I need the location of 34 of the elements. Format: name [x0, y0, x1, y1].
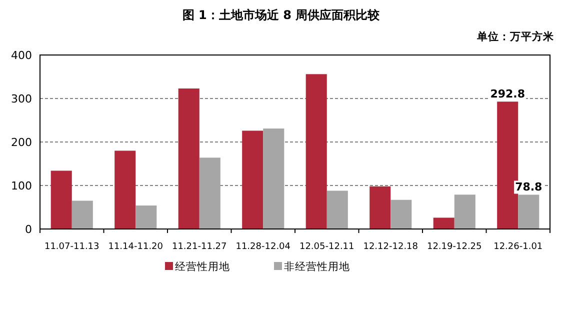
bar: [518, 194, 540, 229]
bar: [326, 190, 348, 229]
bar: [136, 206, 157, 229]
y-tick-label: 300: [11, 92, 32, 106]
x-tick-label: 12.19-12.25: [426, 242, 482, 252]
bar: [433, 218, 454, 229]
legend-label: 经营性用地: [175, 260, 230, 273]
bar: [390, 200, 412, 229]
text: 单位：万平方米: [476, 30, 555, 43]
x-tick-label: 12.05-12.11: [299, 242, 354, 252]
y-tick-label: 0: [25, 223, 32, 236]
bar: [199, 158, 220, 229]
bar: [263, 128, 284, 229]
x-tick-label: 11.07-11.13: [44, 242, 100, 252]
bar: [306, 74, 327, 229]
y-tick-label: 100: [11, 180, 32, 192]
bar: [50, 170, 72, 229]
x-tick-label: 12.12-12.18: [363, 242, 418, 252]
bar: [178, 88, 200, 229]
bar: [242, 130, 264, 229]
x-tick-label: 11.14-11.20: [108, 242, 164, 252]
bar: [454, 194, 476, 229]
legend-label: 非经营性用地: [284, 260, 350, 273]
bar: [370, 186, 391, 229]
bar: [72, 200, 93, 229]
y-tick-label: 200: [11, 136, 32, 149]
x-tick-label: 11.21-11.27: [172, 242, 227, 252]
bar: [114, 150, 136, 229]
data-label: 78.8: [515, 180, 542, 194]
x-tick-label: 12.26-1.01: [494, 242, 543, 252]
x-tick-label: 11.28-12.04: [236, 242, 291, 252]
data-label: 292.8: [490, 88, 526, 101]
y-tick-label: 400: [11, 49, 32, 62]
chart-title: 图 1：土地市场近 8 周供应面积比较: [182, 8, 381, 22]
